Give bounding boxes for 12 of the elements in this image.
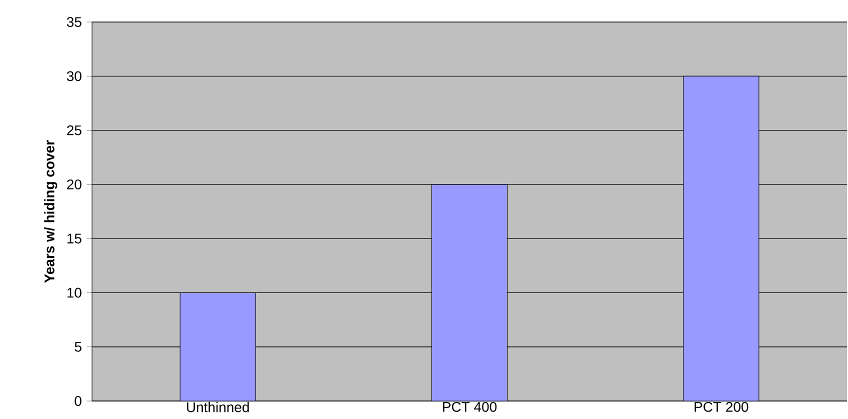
x-tick-label: Unthinned xyxy=(187,402,249,412)
y-tick-label: 25 xyxy=(67,125,82,136)
y-tick-label: 30 xyxy=(66,71,82,82)
y-tick-label: 5 xyxy=(74,342,82,352)
y-tick-label: 35 xyxy=(66,17,82,27)
y-axis-title: Years w/ hiding cover xyxy=(44,140,58,283)
x-tick-label: PCT 400 xyxy=(443,402,497,412)
x-tick-label: PCT 200 xyxy=(694,402,748,412)
y-tick-label: 0 xyxy=(74,396,82,406)
y-tick-label: 10 xyxy=(67,288,82,298)
y-tick-label: 20 xyxy=(67,179,82,190)
y-tick-label: 15 xyxy=(67,234,82,244)
